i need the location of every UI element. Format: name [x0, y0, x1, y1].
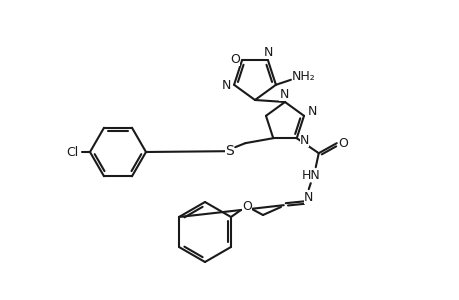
Text: HN: HN — [301, 169, 319, 182]
Text: O: O — [241, 200, 252, 214]
Text: N: N — [279, 88, 288, 100]
Text: O: O — [337, 137, 347, 150]
Text: NH₂: NH₂ — [291, 70, 315, 83]
Text: N: N — [221, 79, 230, 92]
Text: N: N — [299, 134, 309, 147]
Text: N: N — [303, 191, 313, 204]
Text: Cl: Cl — [66, 146, 78, 158]
Text: S: S — [224, 144, 233, 158]
Text: N: N — [263, 46, 273, 59]
Text: O: O — [230, 53, 240, 66]
Text: N: N — [307, 105, 316, 118]
